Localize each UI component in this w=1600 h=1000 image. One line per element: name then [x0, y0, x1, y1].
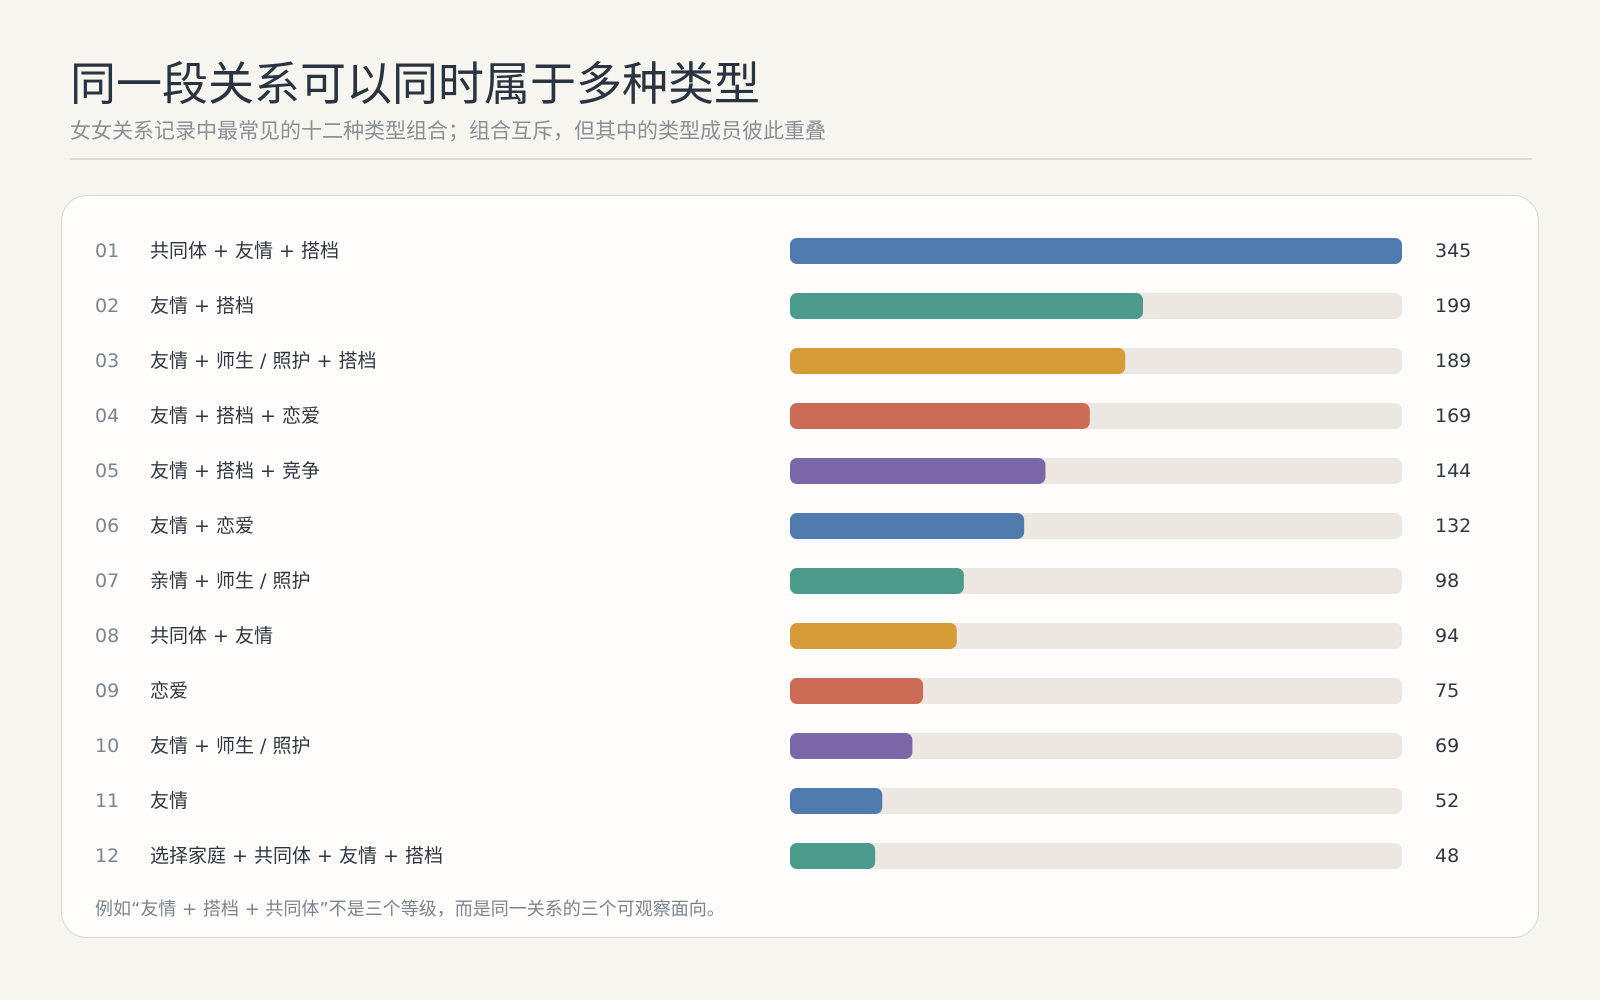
bar-row: 12 选择家庭 + 共同体 + 友情 + 搭档 48	[95, 843, 1459, 869]
chart-footnote: 例如“友情 + 搭档 + 共同体”不是三个等级，而是同一关系的三个可观察面向。	[95, 899, 725, 920]
header-divider	[70, 158, 1532, 160]
chart-title: 同一段关系可以同时属于多种类型	[70, 57, 760, 111]
rank-label: 05	[95, 460, 119, 482]
value-label: 169	[1435, 405, 1471, 427]
rank-label: 01	[95, 240, 119, 262]
rank-label: 02	[95, 295, 119, 317]
chart-subtitle: 女女关系记录中最常见的十二种类型组合；组合互斥，但其中的类型成员彼此重叠	[70, 119, 826, 143]
value-label: 144	[1435, 460, 1471, 482]
bar	[790, 623, 957, 649]
category-label: 选择家庭 + 共同体 + 友情 + 搭档	[150, 845, 443, 867]
value-label: 132	[1435, 515, 1471, 537]
rank-label: 06	[95, 515, 119, 537]
bar	[790, 843, 876, 869]
rank-label: 04	[95, 405, 119, 427]
category-label: 亲情 + 师生 / 照护	[150, 570, 310, 592]
bar	[790, 293, 1144, 319]
value-label: 48	[1435, 845, 1459, 867]
category-label: 友情 + 师生 / 照护	[150, 735, 310, 757]
category-label: 共同体 + 友情	[150, 625, 273, 647]
category-label: 友情 + 搭档	[150, 295, 254, 317]
bar-track	[790, 843, 1402, 869]
rank-label: 08	[95, 625, 119, 647]
bar	[790, 733, 913, 759]
value-label: 345	[1435, 240, 1471, 262]
bar-row: 03 友情 + 师生 / 照护 + 搭档 189	[95, 348, 1471, 374]
header: 同一段关系可以同时属于多种类型 女女关系记录中最常见的十二种类型组合；组合互斥，…	[70, 52, 1532, 146]
rank-label: 10	[95, 735, 119, 757]
category-label: 共同体 + 友情 + 搭档	[150, 240, 339, 262]
bar-track	[790, 733, 1402, 759]
rank-label: 03	[95, 350, 119, 372]
category-label: 友情 + 师生 / 照护 + 搭档	[150, 350, 376, 372]
bar-row: 05 友情 + 搭档 + 竞争 144	[95, 458, 1471, 484]
category-label: 友情 + 搭档 + 恋爱	[150, 405, 320, 427]
bar-row: 01 共同体 + 友情 + 搭档 345	[95, 238, 1471, 264]
bar-row: 11 友情 52	[95, 788, 1459, 814]
bar	[790, 238, 1402, 264]
bar-track	[790, 678, 1402, 704]
bar	[790, 348, 1126, 374]
bar-row: 07 亲情 + 师生 / 照护 98	[95, 568, 1459, 594]
category-label: 友情 + 恋爱	[150, 515, 254, 537]
bar	[790, 678, 924, 704]
bar	[790, 788, 883, 814]
bar-row: 02 友情 + 搭档 199	[95, 293, 1471, 319]
bar-row: 09 恋爱 75	[95, 678, 1459, 704]
rank-label: 12	[95, 845, 119, 867]
category-label: 友情 + 搭档 + 竞争	[150, 460, 320, 482]
category-label: 友情	[150, 790, 188, 812]
bar-row: 04 友情 + 搭档 + 恋爱 169	[95, 403, 1471, 429]
value-label: 94	[1435, 625, 1459, 647]
bar-row: 06 友情 + 恋爱 132	[95, 513, 1471, 539]
bar	[790, 458, 1046, 484]
value-label: 189	[1435, 350, 1471, 372]
rank-label: 11	[95, 790, 119, 812]
bar-row: 10 友情 + 师生 / 照护 69	[95, 733, 1459, 759]
bar	[790, 403, 1090, 429]
bar-row: 08 共同体 + 友情 94	[95, 623, 1459, 649]
value-label: 69	[1435, 735, 1459, 757]
bar	[790, 513, 1025, 539]
value-label: 199	[1435, 295, 1471, 317]
rank-label: 09	[95, 680, 119, 702]
value-label: 75	[1435, 680, 1459, 702]
value-label: 98	[1435, 570, 1459, 592]
rank-label: 07	[95, 570, 119, 592]
bar	[790, 568, 964, 594]
value-label: 52	[1435, 790, 1459, 812]
bar-track	[790, 788, 1402, 814]
category-label: 恋爱	[150, 680, 188, 702]
